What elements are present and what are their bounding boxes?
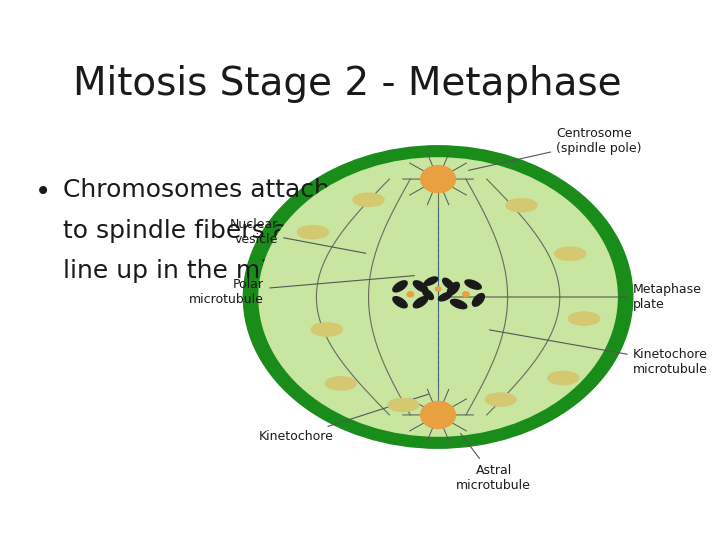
- Text: Centrosome
(spindle pole): Centrosome (spindle pole): [469, 127, 642, 170]
- Circle shape: [420, 166, 456, 193]
- Ellipse shape: [451, 299, 467, 309]
- Circle shape: [420, 401, 456, 428]
- Text: Astral
microtubule: Astral microtubule: [456, 434, 531, 491]
- Circle shape: [407, 292, 413, 297]
- Ellipse shape: [506, 198, 537, 212]
- Ellipse shape: [548, 372, 579, 384]
- Ellipse shape: [393, 296, 408, 308]
- Ellipse shape: [325, 377, 356, 390]
- Circle shape: [243, 146, 633, 448]
- Text: line up in the middle: line up in the middle: [63, 259, 321, 283]
- Ellipse shape: [569, 312, 600, 325]
- Text: Kinetochore
microtubule: Kinetochore microtubule: [490, 330, 708, 376]
- Text: Chromosomes attach: Chromosomes attach: [63, 178, 330, 202]
- Ellipse shape: [485, 393, 516, 406]
- Ellipse shape: [297, 226, 328, 239]
- Ellipse shape: [413, 296, 428, 308]
- Ellipse shape: [438, 293, 451, 301]
- Ellipse shape: [393, 281, 408, 292]
- Ellipse shape: [472, 294, 485, 306]
- Circle shape: [259, 158, 617, 436]
- Ellipse shape: [554, 247, 586, 261]
- Text: to spindle fibers and: to spindle fibers and: [63, 219, 320, 242]
- Ellipse shape: [447, 282, 459, 295]
- Ellipse shape: [423, 289, 433, 300]
- Ellipse shape: [424, 277, 438, 285]
- Text: Kinetochore: Kinetochore: [259, 394, 428, 443]
- Ellipse shape: [465, 280, 481, 289]
- Text: Mitosis Stage 2 - Metaphase: Mitosis Stage 2 - Metaphase: [73, 65, 622, 103]
- Ellipse shape: [443, 278, 454, 288]
- Text: Metaphase
plate: Metaphase plate: [448, 283, 701, 311]
- Text: Nuclear
vesicle: Nuclear vesicle: [230, 218, 366, 253]
- Ellipse shape: [413, 281, 428, 292]
- Ellipse shape: [311, 322, 343, 336]
- Text: •: •: [35, 178, 51, 206]
- Ellipse shape: [353, 193, 384, 206]
- Circle shape: [436, 287, 441, 291]
- Circle shape: [463, 292, 469, 297]
- Text: Polar
microtubule: Polar microtubule: [189, 275, 415, 306]
- Ellipse shape: [387, 399, 419, 411]
